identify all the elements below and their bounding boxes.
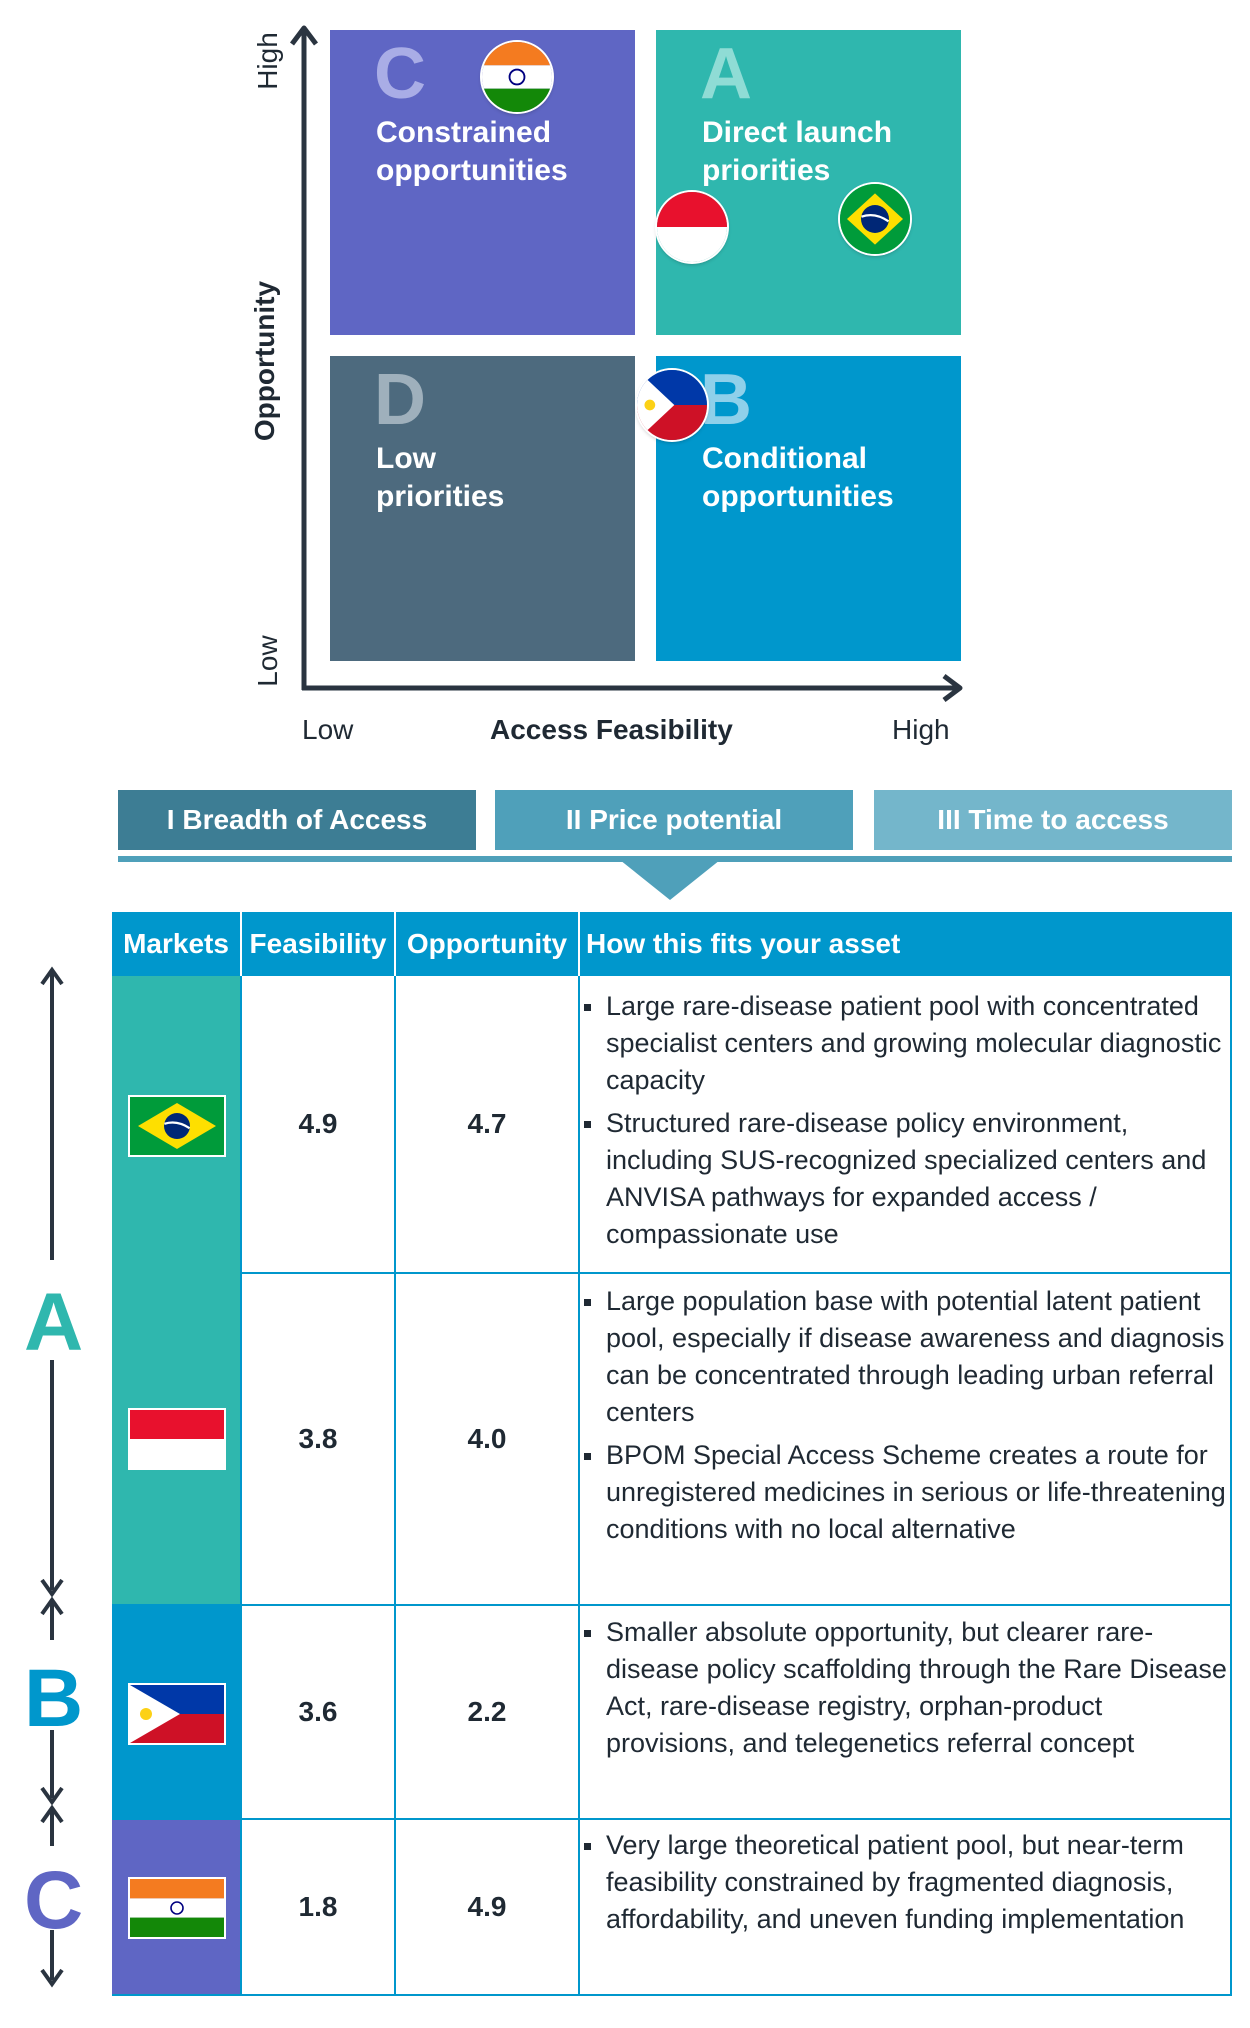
opportunity-value: 4.7 bbox=[467, 1108, 507, 1139]
tab-time-to-access[interactable]: III Time to access bbox=[874, 790, 1232, 850]
opportunity-value: 4.9 bbox=[467, 1891, 507, 1922]
group-label-b: B bbox=[24, 1653, 84, 1744]
fit-description: Large population base with potential lat… bbox=[582, 1283, 1232, 1554]
brazil-flag-icon bbox=[128, 1095, 226, 1157]
fit-bullet: Very large theoretical patient pool, but… bbox=[582, 1827, 1232, 1938]
x-axis-low-label: Low bbox=[302, 714, 354, 745]
tab-breadth-of-access[interactable]: I Breadth of Access bbox=[118, 790, 476, 850]
table-header bbox=[112, 912, 1232, 976]
fit-description: Large rare-disease patient pool with con… bbox=[582, 988, 1232, 1259]
fit-bullet: Large population base with potential lat… bbox=[582, 1283, 1232, 1431]
feasibility-value: 4.9 bbox=[298, 1108, 338, 1139]
indonesia-flag-icon bbox=[657, 192, 727, 262]
quadrant-letter: A bbox=[700, 34, 752, 114]
quadrant-c: C Constrained opportunities bbox=[330, 30, 635, 335]
quadrant-letter: C bbox=[374, 34, 426, 114]
philippines-flag-icon bbox=[128, 1683, 226, 1745]
india-flag-icon bbox=[128, 1877, 226, 1939]
indonesia-flag-icon bbox=[128, 1408, 226, 1470]
x-axis-title: Access Feasibility bbox=[490, 714, 733, 745]
fit-bullet: Structured rare-disease policy environme… bbox=[582, 1105, 1232, 1253]
quadrant-label: Conditional opportunities bbox=[702, 442, 894, 513]
header-fit: How this fits your asset bbox=[586, 928, 901, 959]
quadrant-label: Constrained opportunities bbox=[376, 116, 568, 187]
tab-price-potential[interactable]: II Price potential bbox=[495, 790, 853, 850]
quadrant-label: Direct launch priorities bbox=[702, 116, 893, 187]
header-opportunity: Opportunity bbox=[406, 928, 568, 959]
quadrant-letter: B bbox=[700, 360, 752, 440]
y-axis-high-label: High bbox=[252, 32, 283, 90]
fit-description: Smaller absolute opportunity, but cleare… bbox=[582, 1614, 1232, 1768]
fit-bullet: BPOM Special Access Scheme creates a rou… bbox=[582, 1437, 1232, 1548]
y-axis-title: Opportunity bbox=[249, 280, 280, 442]
group-brackets bbox=[40, 966, 64, 1988]
group-label-c: C bbox=[24, 1855, 84, 1946]
quadrant-letter: D bbox=[374, 360, 426, 440]
chevron-down-icon bbox=[620, 860, 720, 900]
fit-description: Very large theoretical patient pool, but… bbox=[582, 1827, 1232, 1944]
feasibility-value: 1.8 bbox=[298, 1891, 338, 1922]
feasibility-value: 3.8 bbox=[298, 1423, 338, 1454]
group-label-a: A bbox=[24, 1277, 84, 1368]
fit-bullet: Large rare-disease patient pool with con… bbox=[582, 988, 1232, 1099]
matrix-axes bbox=[290, 25, 963, 702]
header-markets: Markets bbox=[123, 928, 229, 959]
x-axis-high-label: High bbox=[892, 714, 950, 745]
opportunity-value: 4.0 bbox=[467, 1423, 507, 1454]
quadrant-d: D Low priorities bbox=[330, 356, 635, 661]
tabs-divider bbox=[118, 856, 1232, 862]
india-flag-icon bbox=[482, 42, 552, 112]
header-feasibility: Feasibility bbox=[249, 928, 387, 959]
group-a-band bbox=[112, 976, 240, 1606]
fit-bullet: Smaller absolute opportunity, but cleare… bbox=[582, 1614, 1232, 1762]
y-axis-low-label: Low bbox=[252, 635, 283, 687]
philippines-flag-icon bbox=[637, 370, 707, 440]
brazil-flag-icon bbox=[840, 184, 910, 254]
quadrant-label: Low priorities bbox=[376, 442, 505, 513]
feasibility-value: 3.6 bbox=[298, 1696, 338, 1727]
opportunity-value: 2.2 bbox=[467, 1696, 507, 1727]
quadrant-a: A Direct launch priorities bbox=[656, 30, 961, 335]
